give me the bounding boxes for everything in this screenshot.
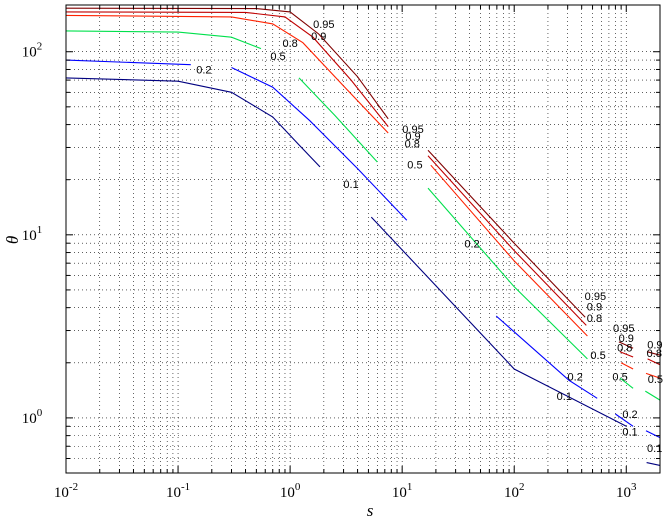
contour-segment <box>427 187 588 360</box>
contour-level-label: 0.1 <box>343 179 358 191</box>
x-tick-label: 101 <box>392 481 413 501</box>
series-0_5 <box>65 30 661 401</box>
series-0_9 <box>65 11 661 366</box>
x-tick-label: 10-2 <box>54 481 78 501</box>
contour-segment <box>618 341 634 349</box>
contour-level-label: 0.2 <box>568 372 583 384</box>
contour-segment <box>646 351 661 356</box>
x-tick-label: 103 <box>616 481 637 501</box>
contour-level-label: 0.2 <box>196 65 211 77</box>
contour-level-label: 0.5 <box>270 51 285 63</box>
contour-segment <box>427 149 586 318</box>
contour-level-label: 0.95 <box>585 291 606 303</box>
contour-level-label: 0.9 <box>647 339 662 351</box>
contour-lines <box>65 7 661 466</box>
x-tick-label: 100 <box>280 481 301 501</box>
contour-segment <box>65 30 262 50</box>
x-axis-label: s <box>367 501 374 520</box>
contour-segment <box>65 59 191 66</box>
contour-segment <box>298 77 378 163</box>
contour-level-label: 0.8 <box>647 348 662 360</box>
series-0_95 <box>65 7 661 356</box>
contour-segment <box>646 462 661 466</box>
contour-level-label: 0.95 <box>313 19 334 31</box>
contour-level-label: 0.2 <box>622 409 637 421</box>
contour-level-label: 0.5 <box>612 372 627 384</box>
contour-segment <box>430 164 588 337</box>
contour-segment <box>619 377 634 389</box>
contour-level-label: 0.5 <box>407 160 422 172</box>
contour-segment <box>65 14 389 134</box>
contour-segment <box>615 413 634 427</box>
series-0_8 <box>65 14 661 379</box>
contour-segment <box>65 11 389 127</box>
y-tick-label: 101 <box>22 224 43 244</box>
contour-level-label: 0.8 <box>587 313 602 325</box>
y-tick-label: 102 <box>22 41 43 61</box>
tick-labels: 10-2 10-1 100 101 102 103 100 101 102 <box>22 41 637 501</box>
contour-level-label: 0.8 <box>282 38 297 50</box>
contour-segment <box>645 390 661 401</box>
contour-level-label: 0.1 <box>557 391 572 403</box>
contour-level-label: 0.9 <box>311 31 326 43</box>
contour-level-label: 0.9 <box>587 302 602 314</box>
contour-segment <box>645 430 661 439</box>
contour-segment <box>231 67 408 221</box>
contour-level-label: 0.95 <box>613 323 634 335</box>
contour-segment <box>370 216 627 427</box>
contour-level-label: 0.8 <box>405 138 420 150</box>
contour-segment <box>645 372 661 379</box>
contour-level-label: 0.2 <box>464 239 479 251</box>
contour-segment <box>65 77 321 168</box>
contour-level-label: 0.1 <box>622 427 637 439</box>
contour-labels: 0.950.90.80.50.20.10.950.90.80.50.20.950… <box>196 19 663 455</box>
x-tick-label: 10-1 <box>166 481 190 501</box>
contour-segment <box>65 7 389 120</box>
contour-level-label: 0.5 <box>648 374 663 386</box>
contour-level-label: 0.5 <box>590 350 605 362</box>
contour-segment <box>620 362 634 370</box>
contour-segment <box>619 351 634 358</box>
y-axis-label: θ <box>3 236 22 244</box>
contour-level-label: 0.8 <box>617 343 632 355</box>
contour-level-label: 0.95 <box>402 124 423 136</box>
series-0_2 <box>65 59 661 439</box>
ticks <box>65 5 661 474</box>
contour-level-label: 0.9 <box>619 333 634 345</box>
contour-segment <box>647 358 661 366</box>
contour-segment <box>427 155 587 326</box>
plot-frame <box>65 4 661 474</box>
series-0_1 <box>65 77 661 466</box>
contour-segment <box>495 315 598 399</box>
y-tick-label: 100 <box>22 407 43 427</box>
x-tick-label: 102 <box>504 481 525 501</box>
contour-level-label: 0.9 <box>405 131 420 143</box>
